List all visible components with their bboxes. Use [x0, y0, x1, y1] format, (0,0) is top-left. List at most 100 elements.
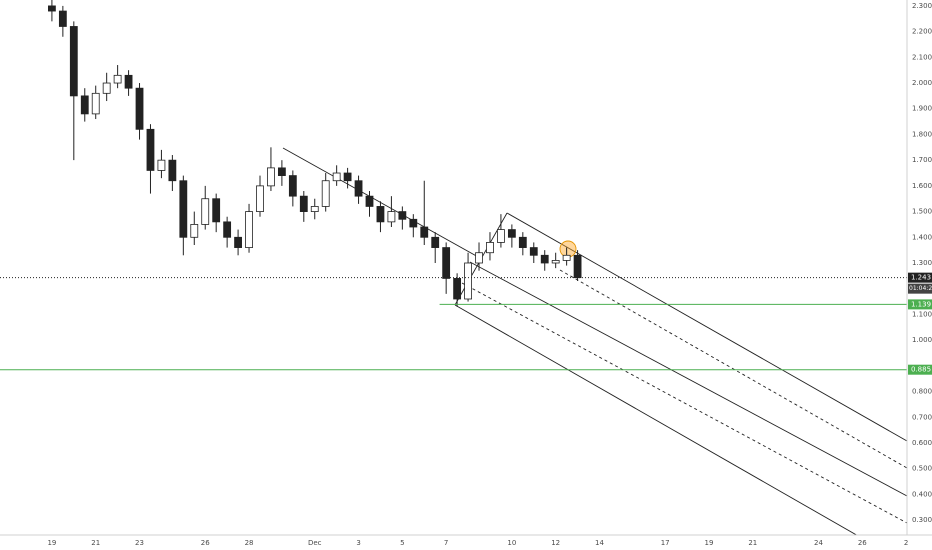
y-tick-label: 0.500: [912, 465, 932, 473]
candle-body: [376, 206, 385, 223]
y-tick-label: 0.300: [912, 516, 932, 524]
candle-body: [573, 254, 582, 279]
candle-body: [343, 172, 352, 182]
candle-body: [486, 242, 494, 254]
candle-body: [475, 252, 483, 264]
y-tick-label: 1.100: [912, 310, 932, 318]
y-tick-label: 1.700: [912, 156, 932, 164]
candle-body: [540, 254, 549, 264]
highlight-circle: [559, 240, 577, 258]
countdown-label: 01:04:2: [909, 285, 932, 292]
candle-body: [190, 224, 199, 238]
x-tick-label: 3: [356, 539, 360, 547]
candle-body: [179, 180, 188, 238]
candle-body: [354, 180, 363, 197]
candle-body: [507, 229, 516, 238]
candle-body: [529, 247, 538, 256]
y-tick-label: 1.400: [912, 233, 932, 241]
candle-body: [442, 247, 451, 279]
candle-body: [332, 172, 341, 182]
level-label-box: [908, 299, 932, 310]
candle-body: [223, 221, 232, 238]
pitchfork-line: [469, 261, 907, 497]
x-tick-label: Dec: [308, 539, 322, 547]
candle-body: [431, 236, 440, 248]
candle-body: [146, 128, 155, 171]
candle-body: [91, 92, 100, 115]
candle-body: [80, 95, 89, 115]
level-label: 1.139: [911, 300, 931, 308]
y-tick-label: 1.500: [912, 208, 932, 216]
y-tick-label: 2.100: [912, 53, 932, 61]
x-tick-label: 26: [201, 539, 210, 547]
y-tick-label: 2.000: [912, 79, 932, 87]
axes: 2.300 2.200 2.100 2.000 1.900 1.800 1.700 1.600…: [47, 2, 932, 547]
candle-body: [168, 159, 177, 182]
x-tick-label: 12: [551, 539, 560, 547]
y-tick-label: 2.200: [912, 28, 932, 36]
candle-body: [124, 74, 133, 89]
candle-body: [58, 10, 67, 27]
y-tick-label: 1.300: [912, 259, 932, 267]
pitchfork-line: [454, 304, 858, 535]
x-tick-label: 24: [814, 539, 823, 547]
pitchfork-line: [506, 212, 907, 442]
candle-body: [551, 260, 560, 264]
candle-body: [201, 198, 210, 225]
x-tick-label: 19: [705, 539, 714, 547]
candle-body: [277, 167, 286, 176]
candle-body: [157, 159, 166, 171]
y-tick-label: 1.900: [912, 105, 932, 113]
candle-body: [387, 211, 396, 223]
x-tick-label: 5: [400, 539, 404, 547]
x-tick-label: 28: [245, 539, 254, 547]
candle-body: [234, 236, 242, 248]
y-tick-label: 1.000: [912, 336, 932, 344]
candle-body: [453, 278, 462, 300]
candle-body: [256, 185, 264, 212]
x-tick-label: 19: [47, 539, 56, 547]
drawings: [282, 147, 907, 535]
y-tick-label: 0.600: [912, 439, 932, 447]
pitchfork-line: [461, 282, 907, 524]
level-label: 0.885: [911, 366, 931, 374]
last-price-box: [908, 272, 932, 283]
candle-body: [48, 5, 56, 12]
candle-body: [562, 254, 571, 261]
candle-body: [267, 167, 275, 187]
candle-body: [321, 180, 330, 207]
candle-body: [398, 211, 407, 220]
candle-body: [497, 229, 505, 243]
candle-body: [420, 226, 429, 238]
x-tick-label: 17: [661, 539, 670, 547]
countdown-box: [908, 283, 932, 294]
candle-body: [409, 218, 418, 228]
candle-body: [288, 175, 297, 197]
trend-line: [282, 147, 481, 259]
y-tick-label: 0.800: [912, 388, 932, 396]
x-tick-label: 21: [748, 539, 757, 547]
level-label-box: [908, 364, 932, 375]
candle-body: [518, 236, 527, 248]
candle-body: [69, 26, 78, 97]
last-price-label: 1.243: [911, 274, 931, 282]
candle-body: [365, 195, 374, 207]
x-tick-label: 23: [135, 539, 144, 547]
candle-body: [464, 262, 472, 300]
x-tick-label: 26: [858, 539, 867, 547]
x-tick-label: 21: [91, 539, 100, 547]
y-tick-label: 1.800: [912, 130, 932, 138]
candle-body: [102, 82, 111, 94]
candle-body: [245, 211, 253, 248]
candle-body: [113, 74, 122, 84]
x-tick-label: 10: [507, 539, 516, 547]
x-tick-label: 7: [444, 539, 448, 547]
candle-body: [212, 198, 221, 223]
pitchfork-line: [559, 269, 907, 469]
y-tick-label: 0.400: [912, 490, 932, 498]
candle-body: [135, 87, 144, 130]
candle-body: [299, 195, 308, 212]
y-tick-label: 0.700: [912, 413, 932, 421]
y-tick-label: 1.600: [912, 182, 932, 190]
